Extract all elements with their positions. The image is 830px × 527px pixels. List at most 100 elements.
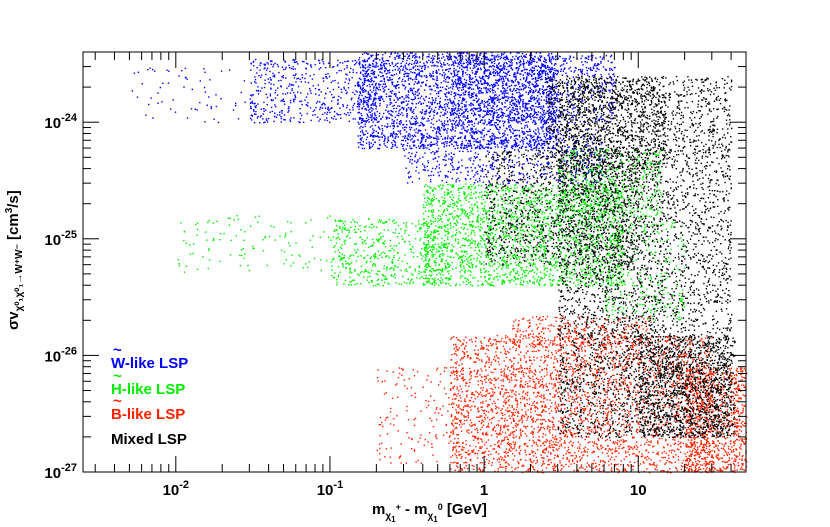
data-point	[516, 108, 518, 111]
data-point	[504, 133, 506, 136]
data-point	[321, 107, 324, 109]
data-point	[525, 53, 527, 56]
data-point	[361, 94, 363, 97]
data-point	[393, 125, 395, 127]
data-point	[367, 99, 370, 101]
data-point	[264, 64, 266, 67]
data-point	[401, 52, 404, 55]
data-point	[501, 103, 503, 105]
data-point	[408, 177, 410, 179]
data-point	[415, 122, 418, 125]
data-point	[557, 69, 559, 72]
data-point	[430, 152, 432, 154]
data-point	[532, 204, 534, 207]
data-point	[366, 115, 369, 117]
data-point	[487, 104, 489, 106]
data-point	[575, 88, 577, 90]
data-point	[386, 141, 389, 143]
data-point	[284, 93, 287, 95]
data-point	[434, 188, 437, 190]
data-point	[469, 139, 471, 142]
data-point	[515, 142, 518, 145]
data-point	[542, 93, 545, 95]
data-point	[452, 76, 454, 78]
data-point	[517, 116, 519, 119]
data-point	[496, 66, 498, 68]
data-point	[445, 123, 447, 126]
data-point	[583, 121, 586, 123]
data-point	[579, 120, 581, 123]
data-point	[329, 91, 331, 93]
data-point	[549, 129, 551, 131]
data-point	[264, 82, 266, 85]
data-point	[492, 92, 494, 94]
data-point	[395, 135, 397, 137]
data-point	[545, 80, 547, 83]
data-point	[355, 90, 357, 92]
data-point	[259, 69, 261, 71]
data-point	[492, 117, 494, 120]
data-point	[576, 239, 579, 241]
data-point	[506, 99, 509, 102]
data-point	[378, 139, 381, 141]
data-point	[490, 73, 492, 75]
data-point	[363, 80, 366, 82]
data-point	[540, 121, 542, 124]
data-point	[504, 89, 506, 91]
data-point	[404, 70, 406, 73]
data-point	[522, 64, 525, 66]
data-point	[488, 180, 490, 182]
data-point	[369, 95, 371, 97]
data-point	[490, 109, 492, 112]
data-point	[485, 75, 487, 77]
data-point	[346, 65, 348, 67]
data-point	[385, 59, 387, 62]
data-point	[501, 102, 503, 104]
data-point	[451, 64, 453, 66]
data-point	[556, 142, 559, 144]
data-point	[372, 108, 374, 110]
data-point	[619, 244, 621, 247]
data-point	[475, 130, 477, 133]
data-point	[538, 59, 540, 61]
data-point	[259, 64, 261, 67]
data-point	[543, 120, 545, 122]
data-point	[539, 112, 542, 114]
data-point	[429, 88, 431, 91]
data-point	[519, 59, 521, 62]
data-point	[452, 113, 455, 115]
data-point	[254, 81, 256, 83]
data-point	[433, 153, 436, 155]
data-point	[522, 99, 524, 101]
data-point	[481, 146, 483, 148]
data-point	[606, 77, 608, 79]
data-point	[285, 77, 287, 79]
data-point	[491, 85, 494, 87]
data-point	[453, 73, 456, 75]
data-point	[554, 72, 556, 75]
data-point	[487, 69, 489, 71]
data-point	[488, 121, 490, 124]
data-point	[463, 115, 465, 117]
data-point	[491, 110, 494, 112]
data-point	[393, 126, 395, 128]
data-point	[545, 176, 547, 178]
data-point	[274, 92, 276, 94]
data-point	[402, 147, 404, 150]
data-point	[508, 119, 510, 121]
data-point	[433, 126, 435, 129]
data-point	[372, 131, 375, 133]
data-point	[375, 118, 377, 121]
data-point	[420, 67, 423, 70]
data-point	[411, 59, 414, 62]
data-point	[334, 79, 336, 82]
data-point	[502, 77, 504, 79]
data-point	[480, 256, 482, 258]
data-point	[394, 142, 397, 144]
data-point	[609, 274, 611, 277]
data-point	[548, 162, 550, 164]
data-point	[483, 110, 486, 112]
data-point	[513, 206, 515, 209]
data-point	[473, 160, 475, 162]
data-point	[547, 157, 549, 160]
